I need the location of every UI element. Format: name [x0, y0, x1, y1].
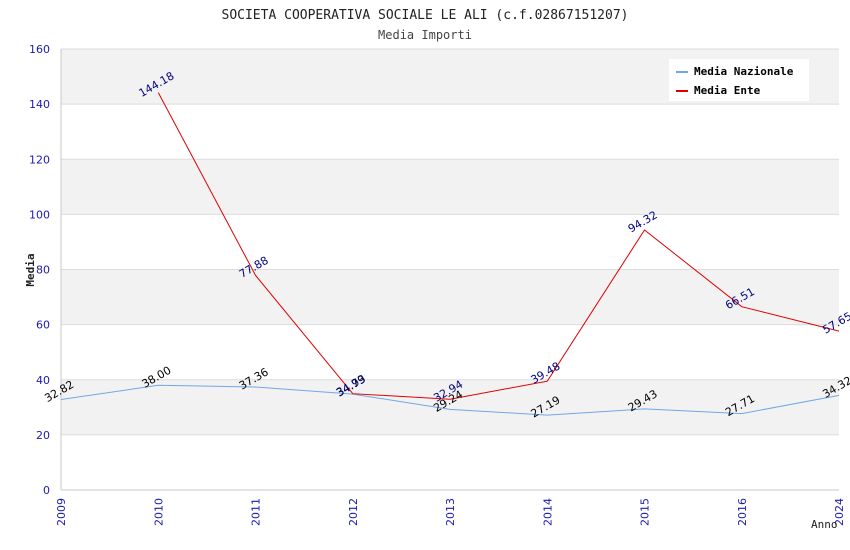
y-tick-label: 120: [29, 153, 50, 166]
x-tick-label: 2010: [152, 498, 165, 526]
x-tick-label: 2011: [250, 498, 263, 526]
y-tick-label: 60: [36, 319, 50, 332]
chart-title: SOCIETA COOPERATIVA SOCIALE LE ALI (c.f.…: [222, 8, 629, 23]
plot-band: [61, 104, 839, 160]
plot-band: [61, 379, 839, 435]
y-axis-ticks: 0 20 40 60 80 100 120 140 160: [29, 43, 50, 497]
x-tick-label: 2013: [444, 498, 457, 526]
x-tick-label: 2015: [639, 498, 652, 526]
plot-band: [61, 434, 839, 490]
plot-background-bands: [61, 49, 839, 490]
plot-band: [61, 269, 839, 325]
series-lines: [60, 92, 840, 416]
x-tick-label: 2024: [833, 498, 846, 526]
y-tick-label: 80: [36, 264, 50, 277]
series-line-media-nazionale: [60, 384, 840, 416]
x-axis-label: Anno: [811, 518, 838, 531]
plot-band: [61, 324, 839, 380]
chart-subtitle: Media Importi: [378, 28, 472, 42]
legend: Media Nazionale Media Ente: [669, 59, 809, 101]
x-tick-label: 2012: [347, 498, 360, 526]
series-line-media-ente: [157, 92, 840, 400]
plot-band: [61, 214, 839, 270]
plot-band: [61, 159, 839, 215]
legend-label-media-ente: Media Ente: [694, 84, 761, 97]
x-tick-label: 2016: [736, 498, 749, 526]
y-axis-label: Media: [24, 253, 37, 286]
x-axis-ticks: 2009 2010 2011 2012 2013 2014 2015 2016 2024: [55, 498, 846, 526]
x-tick-label: 2009: [55, 498, 68, 526]
x-tick-label: 2014: [541, 498, 554, 526]
legend-label-media-nazionale: Media Nazionale: [694, 65, 794, 78]
y-tick-label: 40: [36, 374, 50, 387]
legend-box: [669, 59, 809, 101]
y-tick-label: 20: [36, 429, 50, 442]
y-tick-label: 0: [43, 484, 50, 497]
y-tick-label: 140: [29, 98, 50, 111]
y-tick-label: 160: [29, 43, 50, 56]
y-tick-label: 100: [29, 208, 50, 221]
